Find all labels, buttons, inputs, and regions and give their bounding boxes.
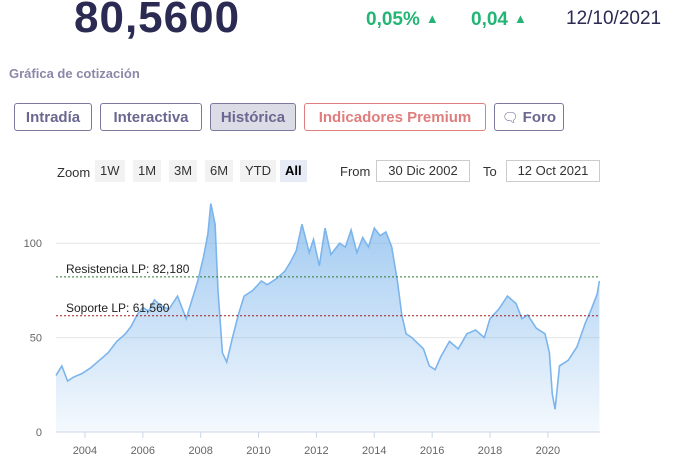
section-title: Gráfica de cotización xyxy=(9,66,140,81)
to-label: To xyxy=(483,164,497,179)
y-tick-label: 50 xyxy=(30,333,42,345)
y-tick-label: 0 xyxy=(36,427,42,439)
x-tick-label: 2012 xyxy=(304,445,328,457)
from-label: From xyxy=(340,164,371,179)
zoom-label: Zoom xyxy=(57,165,91,180)
chat-bubble-icon: 🗨 xyxy=(501,110,519,125)
up-triangle-icon: ▲ xyxy=(425,11,439,26)
last-price: 80,5600 xyxy=(74,0,241,42)
resistance-label: Resistencia LP: 82,180 xyxy=(66,262,190,276)
up-triangle-icon: ▲ xyxy=(513,11,527,26)
tab-indicadores-premium[interactable]: Indicadores Premium xyxy=(304,103,486,131)
change-percent: 0,05% ▲ xyxy=(366,8,439,31)
x-tick-label: 2014 xyxy=(362,445,386,457)
zoom-1m-button[interactable]: 1M xyxy=(133,160,162,182)
x-tick-label: 2020 xyxy=(536,445,560,457)
x-tick-label: 2008 xyxy=(188,445,212,457)
y-tick-label: 100 xyxy=(24,238,42,250)
from-date-input[interactable]: 30 Dic 2002 xyxy=(376,160,470,182)
change-absolute-value: 0,04 xyxy=(471,9,508,30)
x-tick-label: 2004 xyxy=(73,445,97,457)
tab-interactiva[interactable]: Interactiva xyxy=(100,103,202,131)
x-tick-label: 2006 xyxy=(131,445,155,457)
zoom-all-button[interactable]: All xyxy=(280,160,307,182)
x-tick-label: 2016 xyxy=(420,445,444,457)
zoom-ytd-button[interactable]: YTD xyxy=(240,160,276,182)
x-tick-label: 2010 xyxy=(246,445,270,457)
change-absolute: 0,04 ▲ xyxy=(471,8,527,31)
change-percent-value: 0,05% xyxy=(366,9,420,30)
tab-historica[interactable]: Histórica xyxy=(210,103,296,131)
zoom-1w-button[interactable]: 1W xyxy=(95,160,125,182)
x-tick-label: 2018 xyxy=(478,445,502,457)
tab-foro[interactable]: 🗨 Foro xyxy=(494,103,564,131)
series-line xyxy=(55,203,601,410)
quote-date: 12/10/2021 xyxy=(566,8,662,29)
tab-intradia[interactable]: Intradía xyxy=(14,103,92,131)
support-label: Soporte LP: 61,560 xyxy=(66,301,170,315)
series-area xyxy=(56,203,600,432)
zoom-6m-button[interactable]: 6M xyxy=(205,160,234,182)
tab-foro-label: Foro xyxy=(522,109,556,126)
zoom-3m-button[interactable]: 3M xyxy=(169,160,198,182)
to-date-input[interactable]: 12 Oct 2021 xyxy=(506,160,600,182)
